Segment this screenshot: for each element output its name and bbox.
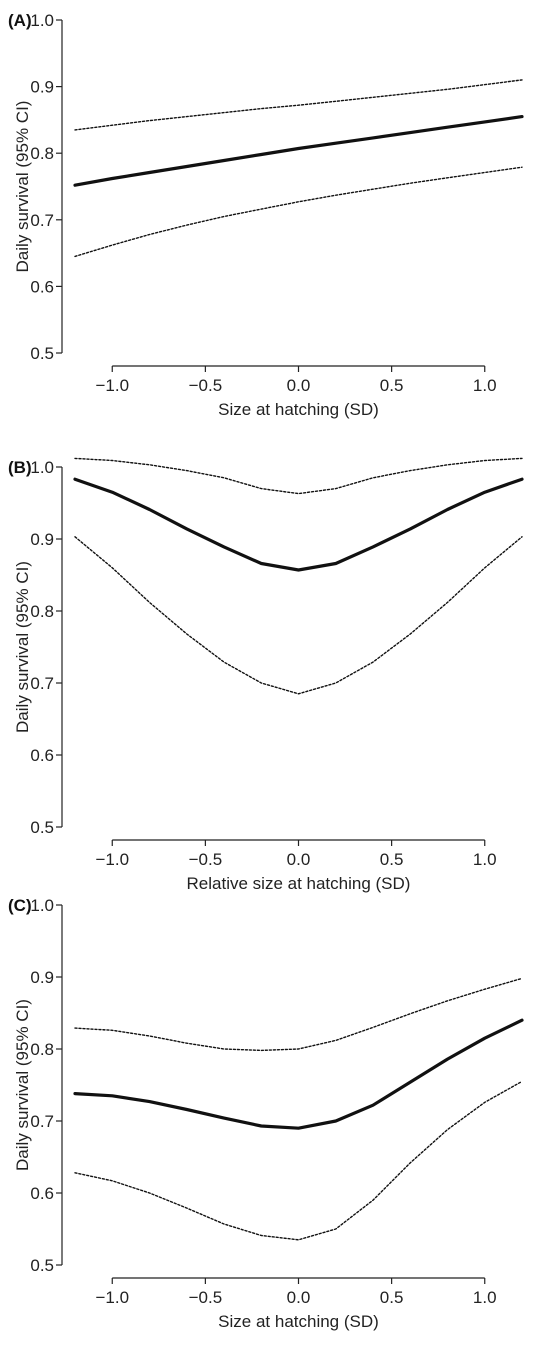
y-tick-label: 0.7 <box>30 674 54 693</box>
y-tick-label: 0.7 <box>30 1112 54 1131</box>
y-tick-label: 0.7 <box>30 211 54 230</box>
y-tick-label: 1.0 <box>30 896 54 915</box>
x-tick-label: 0.5 <box>380 376 404 395</box>
x-tick-label: 0.0 <box>287 376 311 395</box>
y-tick-label: 0.5 <box>30 818 54 837</box>
x-tick-label: −1.0 <box>95 850 129 869</box>
y-tick-label: 0.8 <box>30 1040 54 1059</box>
panel-label: (C) <box>8 896 32 915</box>
y-tick-label: 0.6 <box>30 1184 54 1203</box>
panel-label: (A) <box>8 11 32 30</box>
y-tick-label: 0.9 <box>30 968 54 987</box>
panel-b: (B) 0.5 0.6 0.7 0.8 0.9 1.0 −1.0 −0.5 0.0 0.5 1.0 Re… <box>8 457 524 893</box>
y-tick-label: 0.9 <box>30 530 54 549</box>
series-line-estimate <box>73 1018 524 1130</box>
series-line-lower-ci <box>74 1080 523 1241</box>
series-line-upper-ci <box>74 977 523 1052</box>
y-tick-label: 0.6 <box>30 277 54 296</box>
series-line-lower-ci <box>74 536 523 695</box>
y-axis-label: Daily survival (95% CI) <box>13 999 32 1171</box>
x-axis-label: Relative size at hatching (SD) <box>187 874 411 893</box>
y-tick-label: 1.0 <box>30 11 54 30</box>
panel-label: (B) <box>8 458 32 477</box>
y-tick-label: 0.8 <box>30 602 54 621</box>
y-tick-label: 0.6 <box>30 746 54 765</box>
panel-a: (A) 0.5 0.6 0.7 0.8 0.9 1.0 −1.0 −0.5 0.0 0.5 1.0 Si… <box>8 11 524 419</box>
y-tick-label: 0.8 <box>30 144 54 163</box>
x-tick-label: −0.5 <box>189 850 223 869</box>
x-tick-label: 1.0 <box>473 1288 497 1307</box>
series-line-upper-ci <box>74 79 523 131</box>
series-line-upper-ci <box>74 457 523 495</box>
x-tick-label: 1.0 <box>473 376 497 395</box>
y-tick-label: 0.5 <box>30 1256 54 1275</box>
y-tick-label: 1.0 <box>30 458 54 477</box>
x-tick-label: −1.0 <box>95 1288 129 1307</box>
x-tick-label: −1.0 <box>95 376 129 395</box>
series-line-lower-ci <box>74 166 523 258</box>
x-tick-label: −0.5 <box>189 376 223 395</box>
series-line-estimate <box>73 477 524 572</box>
x-tick-label: 1.0 <box>473 850 497 869</box>
y-axis-label: Daily survival (95% CI) <box>13 561 32 733</box>
x-tick-label: −0.5 <box>189 1288 223 1307</box>
x-tick-label: 0.0 <box>287 850 311 869</box>
x-axis-label: Size at hatching (SD) <box>218 1312 379 1331</box>
x-tick-label: 0.5 <box>380 1288 404 1307</box>
y-axis-label: Daily survival (95% CI) <box>13 101 32 273</box>
panel-c: (C) 0.5 0.6 0.7 0.8 0.9 1.0 −1.0 −0.5 0.0 0.5 1.0 Si… <box>8 896 524 1331</box>
y-tick-label: 0.5 <box>30 344 54 363</box>
series-line-estimate <box>73 114 524 187</box>
x-tick-label: 0.5 <box>380 850 404 869</box>
y-tick-label: 0.9 <box>30 78 54 97</box>
x-axis-label: Size at hatching (SD) <box>218 400 379 419</box>
x-tick-label: 0.0 <box>287 1288 311 1307</box>
